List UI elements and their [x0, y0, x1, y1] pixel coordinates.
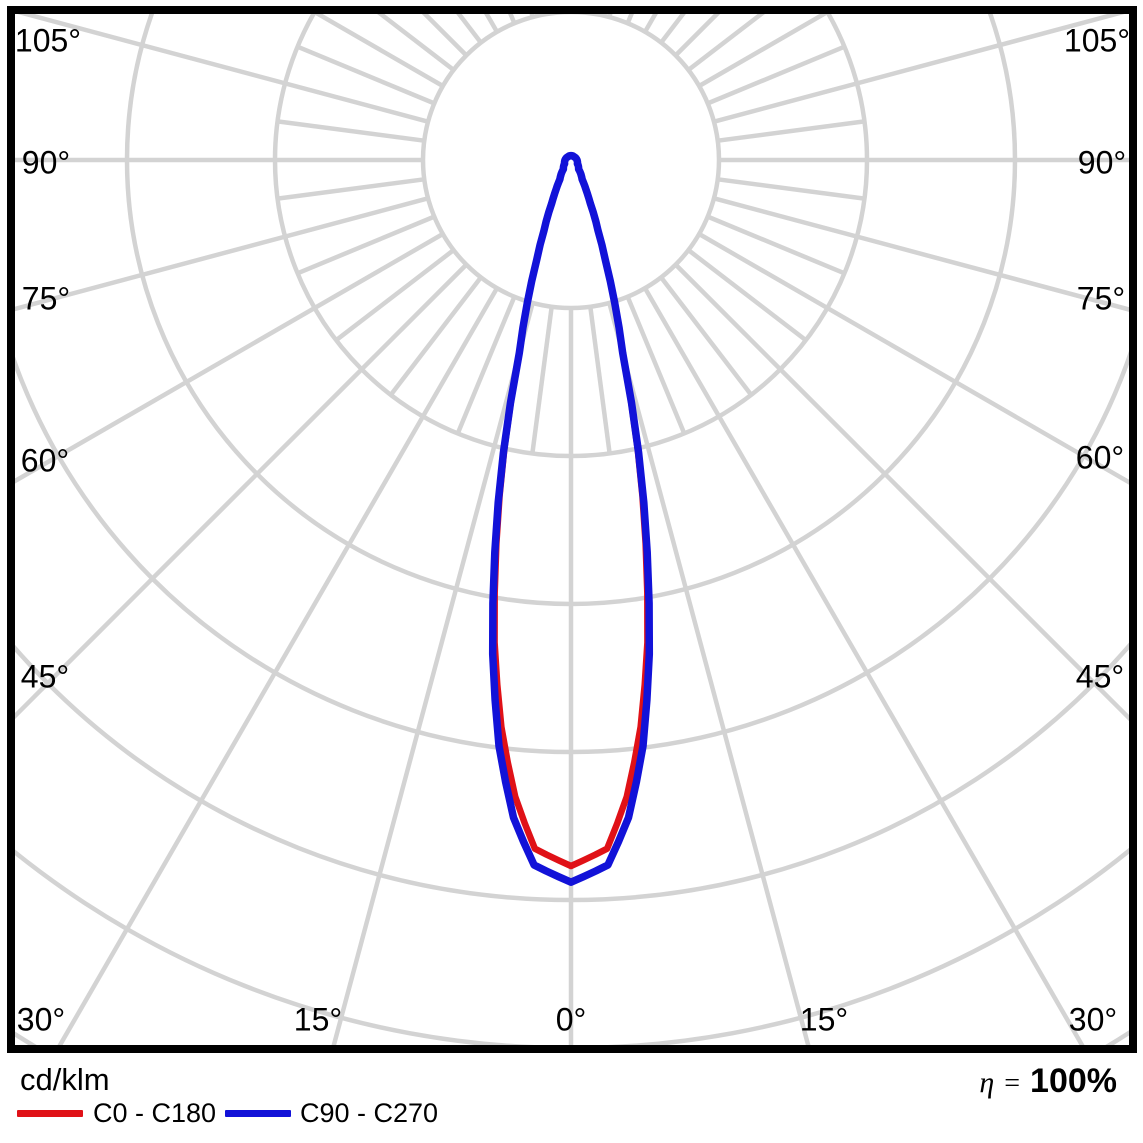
grid-ray-major [713, 14, 1125, 124]
grid-ray-major [674, 263, 1129, 722]
grid-ray-minor [530, 306, 554, 454]
grid-ray-minor [389, 276, 483, 397]
grid-ray-major [15, 232, 444, 484]
legend: C0 - C180 C90 - C270 [0, 1098, 600, 1132]
plot-border [7, 6, 1137, 1053]
grid-ray-minor [717, 177, 865, 201]
grid-ray-major [607, 302, 811, 1045]
grid-ray-minor [456, 14, 483, 44]
angle-tick-label: 90° [21, 144, 71, 181]
angle-tick-label: 60° [20, 442, 70, 479]
angle-tick-label: 75° [1076, 280, 1126, 317]
legend-item-c0-c180: C0 - C180 [17, 1098, 216, 1129]
angle-tick-label: 30° [1068, 1001, 1118, 1038]
legend-swatch-blue [225, 1110, 291, 1117]
grid-ray-minor [717, 119, 865, 143]
grid-ray-minor [277, 119, 425, 143]
angle-tick-label: 45° [1075, 658, 1125, 695]
angle-tick-label: 105° [1063, 22, 1131, 59]
grid-ray-minor [334, 248, 455, 342]
legend-swatch-red [17, 1110, 83, 1117]
legend-label: C0 - C180 [93, 1098, 217, 1128]
angle-tick-label: 75° [21, 280, 71, 317]
angle-tick-label: 90° [1077, 144, 1127, 181]
angle-tick-label: 30° [16, 1001, 66, 1038]
grid-ray-minor [706, 44, 846, 106]
legend-label: C90 - C270 [300, 1098, 439, 1128]
grid-ray-minor [687, 14, 765, 72]
grid-ray-minor [625, 295, 687, 435]
grid-ray-minor [588, 306, 612, 454]
grid-ray-minor [659, 276, 753, 397]
grid-ring [420, 14, 722, 311]
grid-ray-minor [377, 14, 455, 72]
grid-ray-major [57, 287, 499, 1045]
curve-c90-c270 [488, 151, 654, 886]
legend-item-c90-c270: C90 - C270 [225, 1098, 438, 1129]
grid-ray-minor [277, 177, 425, 201]
grid-ray-major [17, 14, 429, 124]
eta-value: 100% [1030, 1062, 1117, 1100]
angle-tick-label: 15° [799, 1001, 849, 1038]
angle-tick-label: 0° [555, 1001, 587, 1038]
grid-ray-minor [296, 214, 436, 276]
grid-ray-minor [296, 44, 436, 106]
grid-ray-major [15, 196, 429, 312]
angle-tick-label: 60° [1075, 439, 1125, 476]
grid-ray-major [331, 302, 535, 1045]
grid-ray-major [15, 263, 468, 720]
grid-ray-minor [455, 295, 517, 435]
grid-ray-minor [706, 214, 846, 276]
angle-tick-label: 15° [293, 1001, 343, 1038]
unit-label: cd/klm [20, 1062, 110, 1097]
grid-ray-minor [687, 248, 808, 342]
efficiency-readout: η = 100% [979, 1062, 1117, 1101]
eta-equals: = [1004, 1068, 1021, 1099]
angle-tick-label: 105° [14, 22, 82, 59]
grid-ray-major [698, 232, 1129, 485]
eta-symbol: η [979, 1066, 995, 1099]
angle-tick-label: 45° [20, 658, 70, 695]
grid-ray-major [643, 287, 1085, 1045]
grid-ray-major [713, 196, 1129, 312]
grid-ray-minor [659, 14, 686, 44]
